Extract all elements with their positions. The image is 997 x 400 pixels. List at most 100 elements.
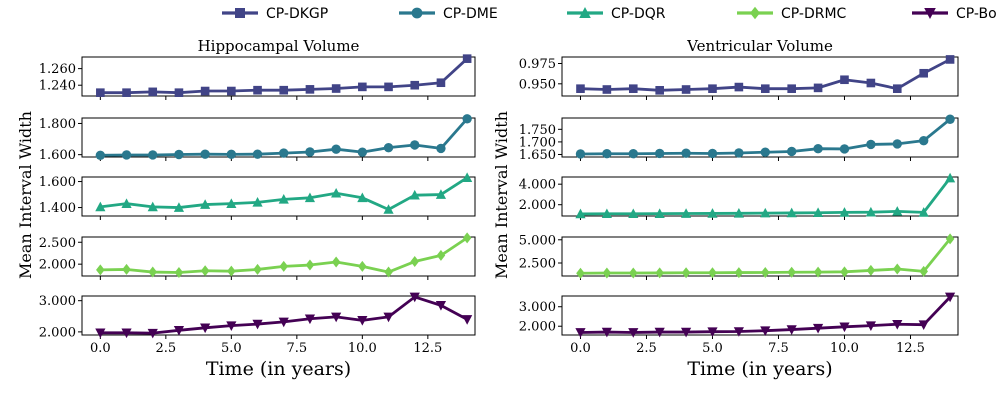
data-point <box>147 201 158 212</box>
data-point <box>918 135 929 146</box>
panel-cp-drmc: 2.000 2.500 <box>39 232 476 280</box>
data-point <box>839 207 850 217</box>
panel-frame <box>81 295 476 336</box>
data-point <box>575 149 586 159</box>
data-point <box>96 264 105 276</box>
data-point <box>384 266 393 278</box>
y-tick-label: 2.000 <box>519 320 556 335</box>
data-point <box>200 86 210 96</box>
data-point <box>122 88 131 97</box>
data-point <box>278 317 289 328</box>
y-tick-label: 1.750 <box>519 123 556 138</box>
legend-item-cp-bootstrap: CP-Bootstrap <box>912 6 997 22</box>
y-tick-label: 1.800 <box>39 117 76 132</box>
data-point <box>279 148 289 158</box>
data-point <box>866 139 876 150</box>
data-point <box>813 83 823 93</box>
chart-panels: Hippocampal Volume1.2401.2601.6001.8001.… <box>16 37 959 380</box>
data-point <box>628 149 638 159</box>
data-point <box>787 84 796 93</box>
data-point <box>602 149 612 159</box>
y-tick-label: 3.000 <box>519 300 556 315</box>
data-point <box>227 265 236 277</box>
x-tick-label: 2.5 <box>155 341 176 356</box>
legend-marker <box>411 7 423 19</box>
data-point <box>892 319 903 330</box>
x-tick-label: 5.0 <box>702 341 723 356</box>
series-line-cp-bootstrap <box>100 295 468 335</box>
data-point <box>305 259 315 271</box>
panel-frame <box>81 117 476 158</box>
legend-item-cp-dqr: CP-DQR <box>567 6 666 22</box>
data-point <box>944 292 956 303</box>
x-tick-label: 2.5 <box>636 341 657 356</box>
data-point <box>602 267 612 279</box>
data-point <box>628 84 638 93</box>
x-axis-label: Time (in years) <box>206 358 351 380</box>
data-point <box>601 208 612 219</box>
x-tick-label: 12.5 <box>896 341 925 356</box>
data-point <box>174 266 184 278</box>
chart-legend: CP-DKGP CP-DME CP-DQR CP-DRMC CP-Bootstrap <box>222 6 997 22</box>
data-point <box>839 144 850 154</box>
data-point <box>357 316 368 326</box>
chart-ventricular-volume: Ventricular Volume 0.950 0.975 1.6501.7001.… <box>492 37 959 380</box>
y-tick-label: 2.500 <box>39 236 76 251</box>
y-tick-label: 2.000 <box>39 325 76 340</box>
data-point <box>358 82 367 92</box>
x-tick-label: 5.0 <box>221 341 242 356</box>
data-point <box>200 199 211 209</box>
data-point <box>95 201 106 212</box>
data-point <box>865 321 876 331</box>
y-tick-label: 2.000 <box>519 198 556 213</box>
data-point <box>681 148 691 158</box>
y-tick-label: 0.950 <box>519 77 556 92</box>
panel-cp-dme: 1.600 1.800 <box>39 114 476 163</box>
data-point <box>436 249 446 261</box>
legend-label: CP-Bootstrap <box>956 6 997 22</box>
data-point <box>734 82 744 92</box>
chart-hippocampal-volume: Hippocampal Volume1.2401.2601.6001.8001.… <box>16 37 476 380</box>
data-point <box>384 82 393 92</box>
x-tick-label: 7.5 <box>768 341 789 356</box>
chart-title: Ventricular Volume <box>686 37 833 55</box>
data-point <box>121 198 132 208</box>
data-point <box>813 143 823 154</box>
chart-title: Hippocampal Volume <box>198 37 360 55</box>
data-point <box>95 328 106 339</box>
data-point <box>707 148 718 159</box>
series-line-cp-dqr <box>100 176 468 211</box>
data-point <box>148 266 158 278</box>
data-point <box>121 328 132 339</box>
data-point <box>575 208 586 219</box>
y-tick-label: 4.000 <box>519 178 556 193</box>
data-point <box>200 265 210 277</box>
data-point <box>707 208 718 218</box>
data-point <box>918 207 929 217</box>
data-point <box>812 207 824 218</box>
data-point <box>436 78 446 88</box>
data-point <box>252 197 263 207</box>
data-point <box>708 84 717 93</box>
data-point <box>760 207 771 218</box>
data-point <box>200 323 211 334</box>
panel-frame <box>81 176 476 217</box>
data-point <box>760 326 771 337</box>
data-point <box>279 85 289 95</box>
data-point <box>733 208 744 218</box>
y-tick-label: 3.000 <box>39 294 76 309</box>
data-point <box>358 260 367 272</box>
data-point <box>122 263 131 275</box>
data-point <box>628 208 639 219</box>
panel-frame <box>81 56 476 97</box>
y-tick-label: 0.975 <box>519 57 556 72</box>
data-point <box>654 208 665 218</box>
data-point <box>655 267 664 279</box>
data-point <box>628 328 639 338</box>
data-point <box>278 194 289 204</box>
legend-marker <box>750 6 760 20</box>
data-point <box>865 206 876 217</box>
data-point <box>786 207 797 218</box>
